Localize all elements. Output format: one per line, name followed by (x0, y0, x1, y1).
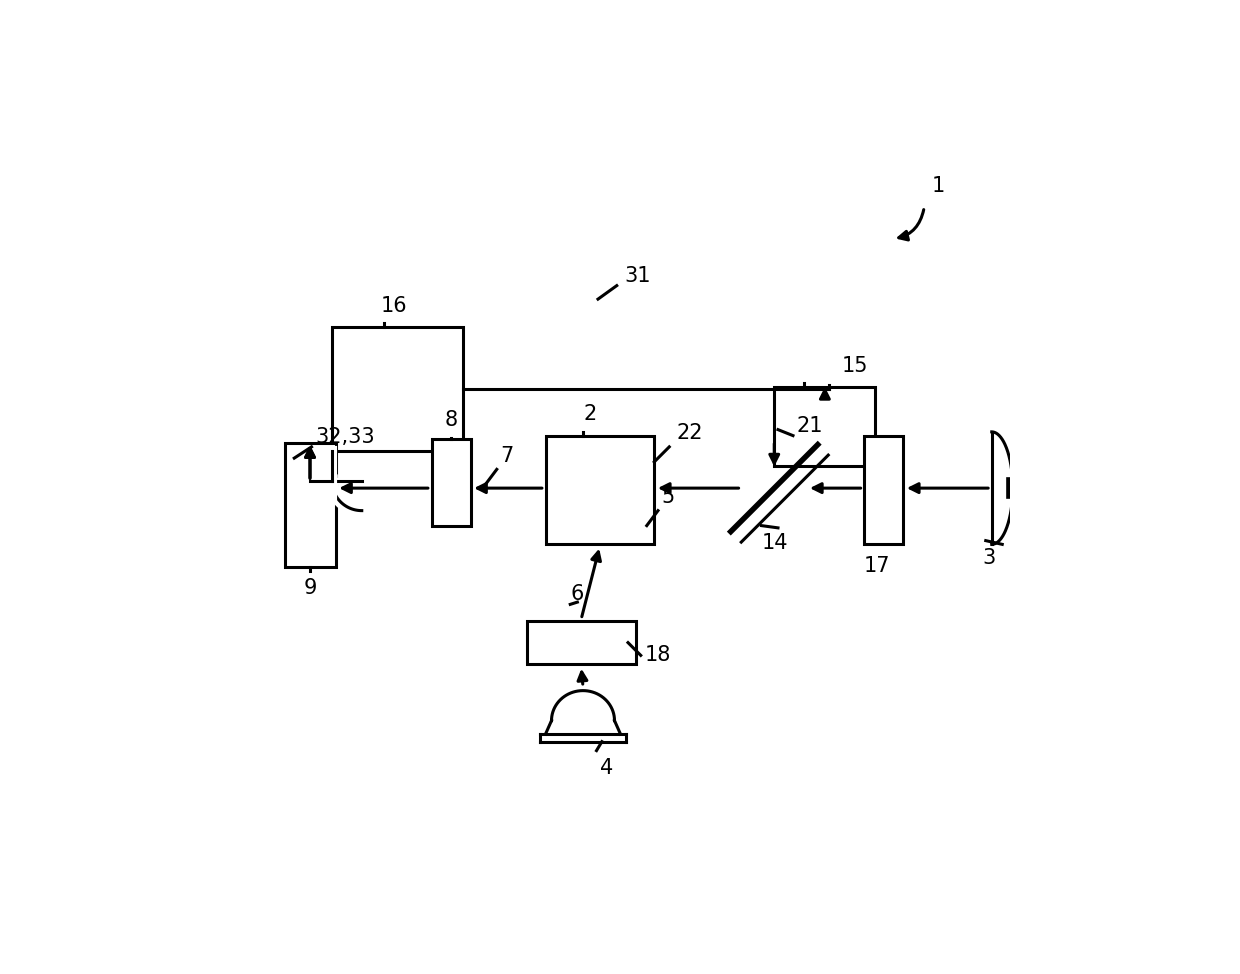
Bar (774, 387, 875, 466)
Text: 2: 2 (583, 404, 596, 425)
Text: 32,33: 32,33 (315, 427, 374, 447)
Text: 17: 17 (864, 555, 890, 576)
Text: 15: 15 (842, 356, 868, 376)
Text: 21: 21 (797, 416, 823, 435)
Text: 1: 1 (931, 175, 945, 196)
Bar (432, 439, 470, 526)
Text: 14: 14 (761, 533, 787, 553)
FancyArrowPatch shape (899, 209, 924, 240)
Text: 9: 9 (304, 579, 316, 598)
Text: 16: 16 (381, 296, 407, 316)
Bar (332, 327, 463, 451)
Text: 31: 31 (624, 266, 651, 285)
Bar (527, 620, 635, 664)
Text: 7: 7 (501, 446, 513, 466)
Text: 5: 5 (662, 487, 675, 506)
Bar (864, 435, 903, 544)
Bar (546, 435, 655, 544)
Text: 8: 8 (444, 410, 458, 431)
Text: 6: 6 (570, 584, 584, 604)
Text: 18: 18 (645, 646, 671, 665)
Text: 4: 4 (600, 758, 614, 778)
Bar (284, 443, 336, 567)
Text: 3: 3 (983, 548, 996, 568)
Text: 22: 22 (677, 423, 703, 443)
